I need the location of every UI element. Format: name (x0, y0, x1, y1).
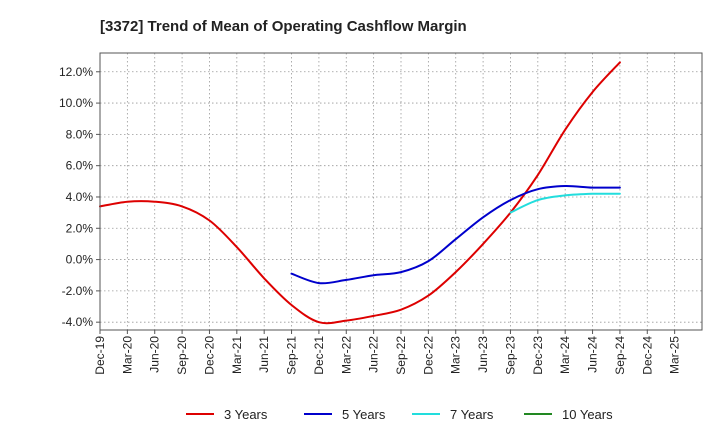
y-tick-label: 4.0% (66, 190, 94, 204)
y-tick-label: 6.0% (66, 159, 94, 173)
y-tick-label: 2.0% (66, 221, 94, 235)
x-tick-label: Dec-19 (93, 336, 107, 375)
plot-area (99, 52, 703, 331)
y-tick-label: -2.0% (62, 284, 94, 298)
series-lines (99, 61, 621, 325)
legend: 3 Years 5 Years 7 Years 10 Years (186, 407, 613, 422)
x-tick-label: Mar-24 (558, 336, 572, 374)
series-line-5-years (290, 184, 621, 285)
x-tick-label: Sep-24 (613, 336, 627, 375)
x-tick-label: Dec-21 (312, 336, 326, 375)
legend-label-10-years: 10 Years (562, 407, 613, 422)
series-line-7-years (509, 192, 621, 214)
x-tick-label: Sep-21 (285, 336, 299, 375)
y-tick-label: -4.0% (62, 315, 94, 329)
y-axis: -4.0% -2.0% 0.0% 2.0% 4.0% 6.0% 8.0% 10.0% 12.0% (59, 65, 100, 329)
legend-label-3-years: 3 Years (224, 407, 268, 422)
x-tick-label: Sep-22 (394, 336, 408, 375)
grid (100, 53, 702, 330)
y-tick-label: 8.0% (66, 127, 94, 141)
y-tick-label: 12.0% (59, 65, 93, 79)
x-tick-label: Dec-23 (531, 336, 545, 375)
x-tick-label: Dec-24 (640, 336, 654, 375)
x-tick-label: Jun-22 (367, 336, 381, 373)
x-tick-label: Mar-20 (120, 336, 134, 374)
x-tick-label: Mar-22 (339, 336, 353, 374)
series-line-3-years (99, 61, 621, 325)
x-tick-label: Dec-20 (202, 336, 216, 375)
legend-label-5-years: 5 Years (342, 407, 386, 422)
y-tick-label: 10.0% (59, 96, 93, 110)
x-tick-label: Jun-20 (148, 336, 162, 373)
chart-title: [3372] Trend of Mean of Operating Cashfl… (100, 18, 467, 35)
y-tick-label: 0.0% (66, 253, 94, 267)
x-axis: Dec-19 Mar-20 Jun-20 Sep-20 Dec-20 Mar-21 Jun-… (93, 330, 682, 375)
x-tick-label: Mar-21 (230, 336, 244, 374)
legend-label-7-years: 7 Years (450, 407, 494, 422)
x-tick-label: Sep-20 (175, 336, 189, 375)
x-tick-label: Dec-22 (421, 336, 435, 375)
x-tick-label: Mar-25 (668, 336, 682, 374)
x-tick-label: Sep-23 (503, 336, 517, 375)
x-tick-label: Jun-21 (257, 336, 271, 373)
x-tick-label: Jun-24 (586, 336, 600, 373)
x-tick-label: Mar-23 (449, 336, 463, 374)
x-tick-label: Jun-23 (476, 336, 490, 373)
